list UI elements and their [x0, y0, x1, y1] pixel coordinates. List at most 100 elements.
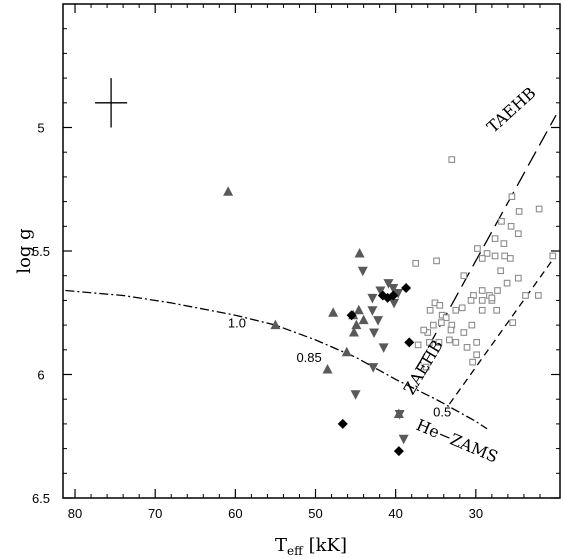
- open-square-point: [508, 193, 516, 201]
- diamond-point: [382, 292, 393, 303]
- diamond-point: [337, 418, 348, 429]
- x-tick-label: 40: [388, 506, 402, 521]
- triangle-up-point: [341, 346, 352, 357]
- open-square-point: [514, 274, 522, 282]
- y-tick-label: 5: [37, 121, 44, 136]
- diamond-point: [401, 283, 412, 294]
- open-square-point: [433, 257, 440, 265]
- open-square-point: [420, 326, 428, 334]
- triangle-down-point: [357, 266, 368, 277]
- annotations: 1.0 0.85 0.5: [228, 316, 451, 420]
- axis-ticks: [63, 4, 560, 499]
- open-square-point: [473, 339, 480, 346]
- curves: [65, 78, 557, 430]
- diamond-point: [404, 337, 415, 348]
- open-square-point: [515, 208, 523, 215]
- y-axis-title: log g: [14, 228, 35, 273]
- x-tick-label: 70: [148, 506, 162, 521]
- triangle-up-point: [270, 319, 281, 330]
- open-square-point: [535, 205, 543, 213]
- open-square-point: [478, 297, 486, 304]
- open-square-point: [452, 339, 460, 346]
- x-tick-label: 50: [308, 506, 322, 521]
- open-square-point: [478, 287, 486, 294]
- triangle-up-point: [354, 247, 365, 258]
- open-square-point: [458, 304, 466, 312]
- open-square-point: [506, 255, 514, 262]
- x-axis-title-unit: [kK]: [309, 535, 347, 556]
- open-square-point: [491, 252, 499, 260]
- triangle-down-point: [389, 298, 400, 309]
- triangle-down-point: [398, 434, 409, 445]
- x-axis-title-sub: eff: [287, 544, 304, 558]
- open-square-point: [442, 314, 450, 322]
- open-square-point: [478, 255, 486, 262]
- x-tick-label: 80: [68, 506, 82, 521]
- open-square-point: [514, 230, 522, 238]
- triangle-down-point: [350, 390, 361, 400]
- diamond-point: [393, 446, 404, 457]
- open-square-point: [497, 267, 505, 275]
- curve-label-taehb: TAEHB: [483, 83, 539, 136]
- x-tick-label: 30: [469, 506, 483, 521]
- y-tick-label: 6: [37, 368, 44, 383]
- triangle-down-point: [383, 279, 394, 289]
- triangle-down-point: [373, 316, 384, 326]
- diamond-point: [346, 310, 357, 321]
- curve-short-dash: [448, 258, 555, 405]
- open-square-point: [460, 329, 468, 336]
- open-square-point: [478, 306, 486, 314]
- open-square-point: [507, 222, 515, 230]
- open-square-point: [535, 292, 542, 299]
- open-square-point: [463, 343, 471, 351]
- open-square-point: [425, 339, 433, 346]
- mass-label: 1.0: [228, 316, 246, 331]
- triangle-up-point: [223, 186, 234, 196]
- triangle-down-point: [378, 343, 389, 353]
- open-square-point: [483, 250, 491, 257]
- triangle-up-point: [351, 319, 362, 330]
- tick-labels: 80 70 60 50 40 30 5 5.5 6 6.5: [32, 121, 483, 522]
- open-square-point: [447, 326, 455, 334]
- open-square-point: [446, 336, 453, 344]
- open-square-point: [498, 218, 505, 225]
- triangle-down-point: [393, 288, 404, 299]
- open-square-point: [491, 235, 499, 243]
- open-square-point: [549, 252, 557, 260]
- triangle-up-point: [353, 304, 364, 315]
- mass-label: 0.85: [296, 350, 321, 365]
- open-square-point: [493, 306, 501, 314]
- triangle-up-point: [348, 327, 359, 337]
- open-square-point: [438, 319, 445, 326]
- mass-label: 0.5: [433, 405, 451, 420]
- open-square-point: [469, 358, 476, 366]
- open-square-point: [488, 294, 496, 302]
- open-square-point: [474, 245, 481, 252]
- triangle-down-point: [375, 286, 386, 297]
- triangle-down-point: [388, 284, 399, 294]
- triangle-up-point: [358, 314, 369, 325]
- y-tick-label: 5.5: [32, 244, 50, 259]
- triangle-up-point: [328, 307, 339, 317]
- open-square-point: [422, 363, 430, 371]
- triangle-down-point: [394, 410, 405, 420]
- open-square-point: [448, 156, 456, 163]
- x-axis-title: Teff [kK]: [275, 535, 347, 558]
- curve-label-he-zams: He−ZAMS: [413, 415, 500, 466]
- y-tick-label: 6.5: [32, 491, 50, 506]
- open-square-point: [503, 279, 511, 287]
- open-square-point: [414, 341, 422, 349]
- open-square-point: [473, 351, 480, 359]
- open-square-point: [509, 319, 517, 326]
- open-square-point: [452, 306, 460, 314]
- open-square-point: [460, 272, 468, 280]
- open-square-point: [501, 252, 509, 260]
- open-square-point: [468, 321, 476, 329]
- open-square-point: [522, 292, 529, 299]
- triangle-down-point: [367, 293, 378, 304]
- triangle-down-point: [369, 328, 380, 339]
- data-points: [223, 156, 557, 457]
- open-square-point: [429, 321, 437, 329]
- x-axis-title-main: T: [275, 535, 287, 556]
